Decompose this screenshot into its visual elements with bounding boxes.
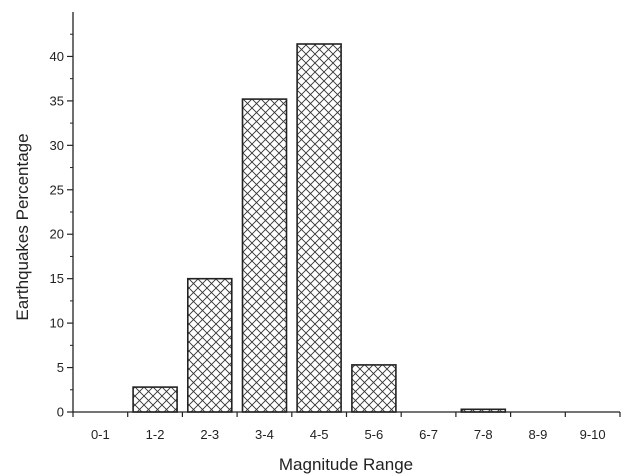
x-tick-label: 9-10 (580, 427, 606, 442)
y-tick-label: 20 (50, 227, 64, 242)
x-axis-title: Magnitude Range (279, 455, 413, 474)
x-tick-label: 0-1 (91, 427, 110, 442)
x-tick-label: 5-6 (364, 427, 383, 442)
x-axis: 0-1 1-2 2-3 3-4 4-5 5-6 6-7 7-8 8-9 9-10 (72, 411, 621, 442)
bar-1-2 (132, 386, 178, 413)
y-tick-label: 30 (50, 138, 64, 153)
x-tick-label: 7-8 (474, 427, 493, 442)
bar-2-3 (187, 277, 233, 413)
x-tick-label: 3-4 (255, 427, 274, 442)
bar-5-6 (351, 364, 397, 413)
bar-3-4 (241, 98, 288, 413)
x-tick-label: 6-7 (419, 427, 438, 442)
y-tick-label: 25 (50, 182, 64, 197)
x-tick-label: 1-2 (146, 427, 165, 442)
y-tick-label: 10 (50, 316, 64, 331)
y-tick-label: 15 (50, 271, 64, 286)
y-axis: 0 5 10 15 20 25 30 35 40 (50, 12, 74, 420)
x-tick-label: 4-5 (310, 427, 329, 442)
y-axis-title: Earthquakes Percentage (13, 133, 32, 320)
y-tick-label: 5 (57, 360, 64, 375)
y-tick-label: 40 (50, 49, 64, 64)
y-tick-label: 0 (57, 405, 64, 420)
x-tick-label: 2-3 (200, 427, 219, 442)
bar-4-5 (296, 43, 342, 413)
y-tick-label: 35 (50, 93, 64, 108)
x-tick-label: 8-9 (529, 427, 548, 442)
bars (132, 43, 507, 413)
